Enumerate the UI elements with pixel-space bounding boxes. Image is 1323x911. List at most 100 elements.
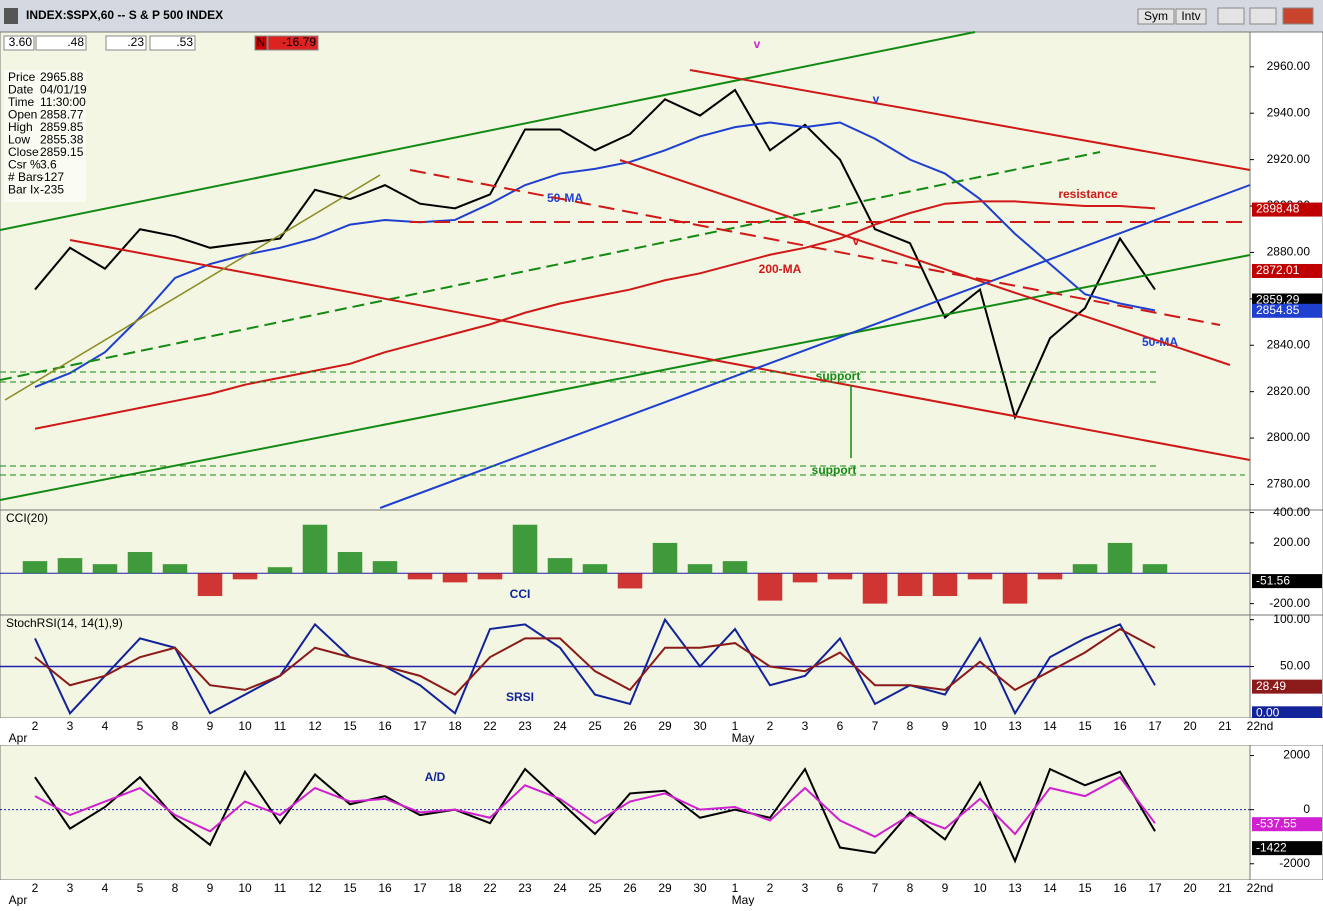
x-tick-label: 9 <box>942 881 949 895</box>
value-marker <box>1252 817 1322 832</box>
y-tick-label: 50.00 <box>1280 659 1310 673</box>
value-marker-label: 0.00 <box>1256 705 1280 719</box>
panel-background <box>0 744 1251 881</box>
bar <box>92 564 118 574</box>
panel-background <box>0 509 1251 616</box>
x-tick-label: 8 <box>172 719 179 733</box>
annotation: v <box>853 234 860 248</box>
info-label: Price <box>8 70 36 84</box>
annotation: v <box>754 37 761 51</box>
trend-line <box>379 184 1251 509</box>
x-tick-label: 16 <box>378 719 392 733</box>
bar <box>232 573 258 580</box>
annotation: 200-MA <box>759 262 802 276</box>
x-tick-label: 22 <box>483 719 497 733</box>
app-icon <box>4 8 18 24</box>
info-value: 11:30:00 <box>40 95 86 109</box>
input-value: .53 <box>176 35 193 49</box>
value-marker <box>1252 303 1322 318</box>
trend-line <box>689 69 1251 171</box>
x-tick-label: 14 <box>1043 719 1057 733</box>
y-tick-label: 2000 <box>1283 748 1310 762</box>
trend-line <box>4 174 381 401</box>
x-tick-label: 18 <box>448 719 462 733</box>
bar <box>617 573 643 589</box>
bar <box>1037 573 1063 580</box>
value-marker-label: 2854.85 <box>1256 303 1300 317</box>
value-marker-label: 2898.48 <box>1256 202 1300 216</box>
x-tick-label: 10 <box>238 881 252 895</box>
x-tick-label: 1 <box>732 881 739 895</box>
y-tick-label: 400.00 <box>1273 505 1310 519</box>
info-label: Date <box>8 83 34 97</box>
input-field[interactable] <box>35 35 87 51</box>
x-tick-label: 7 <box>872 881 879 895</box>
bar <box>267 567 293 574</box>
input-field[interactable] <box>149 35 196 51</box>
intv-button[interactable] <box>1175 8 1207 25</box>
maximize-button[interactable] <box>1249 7 1277 25</box>
input-field[interactable] <box>254 35 268 51</box>
bar <box>827 573 853 580</box>
x-tick-label: 24 <box>553 881 567 895</box>
info-label: Close <box>8 145 39 159</box>
y-tick-label: 0 <box>1303 802 1310 816</box>
value-marker <box>1252 263 1322 278</box>
axis-background <box>1249 744 1323 881</box>
value-marker-label: -51.56 <box>1256 573 1290 587</box>
x-tick-label: 13 <box>1008 719 1022 733</box>
annotation: A/D <box>425 770 446 784</box>
x-tick-label: 22nd <box>1247 881 1274 895</box>
channel-line <box>0 254 1251 501</box>
x-tick-label: 17 <box>1148 719 1162 733</box>
trend-line <box>409 169 1221 326</box>
info-label: Time <box>8 95 35 109</box>
annotation: resistance <box>1058 187 1118 201</box>
input-field[interactable] <box>3 35 35 51</box>
bar <box>722 561 748 574</box>
x-tick-label: 2 <box>767 881 774 895</box>
input-value: N <box>256 35 265 49</box>
input-field[interactable] <box>105 35 147 51</box>
y-tick-label: -200.00 <box>1269 596 1310 610</box>
bar <box>22 561 48 574</box>
input-fields: 3.60 .48 .23 .53 N -16.79 <box>3 35 319 51</box>
x-tick-label: 9 <box>942 719 949 733</box>
bar <box>337 552 363 574</box>
x-tick-label: 12 <box>308 719 322 733</box>
bar <box>57 558 83 574</box>
x-tick-label: 16 <box>1113 881 1127 895</box>
x-axis-background <box>0 880 1323 906</box>
minimize-button[interactable] <box>1217 7 1245 25</box>
bar <box>1142 564 1168 574</box>
info-value: 2859.85 <box>40 120 84 134</box>
bar <box>372 561 398 574</box>
sym-button[interactable] <box>1137 8 1175 25</box>
input-field[interactable] <box>267 35 319 51</box>
annotation: v <box>873 92 880 106</box>
trend-line <box>619 159 1231 366</box>
bar <box>1107 542 1133 574</box>
y-tick-label: 2780.00 <box>1267 477 1311 491</box>
info-value: 04/01/19 <box>40 83 87 97</box>
info-value: 2855.38 <box>40 133 84 147</box>
close-button[interactable] <box>1282 7 1314 25</box>
bar <box>967 573 993 580</box>
channel-line <box>0 31 976 231</box>
info-value: -127 <box>40 170 64 184</box>
panel-title: StochRSI(14, 14(1),9) <box>6 616 123 630</box>
x-tick-label: 30 <box>693 881 707 895</box>
bar <box>1002 573 1028 604</box>
x-tick-label: 30 <box>693 719 707 733</box>
input-value: -16.79 <box>282 35 316 49</box>
x-tick-label: 10 <box>238 719 252 733</box>
input-value: .23 <box>127 35 144 49</box>
bar <box>932 573 958 597</box>
x-tick-label: 10 <box>973 719 987 733</box>
info-label: Open <box>8 108 37 122</box>
x-tick-label: 1 <box>732 719 739 733</box>
bar <box>757 573 783 601</box>
value-marker <box>1252 679 1322 694</box>
x-tick-label: 10 <box>973 881 987 895</box>
info-label: Low <box>8 133 30 147</box>
